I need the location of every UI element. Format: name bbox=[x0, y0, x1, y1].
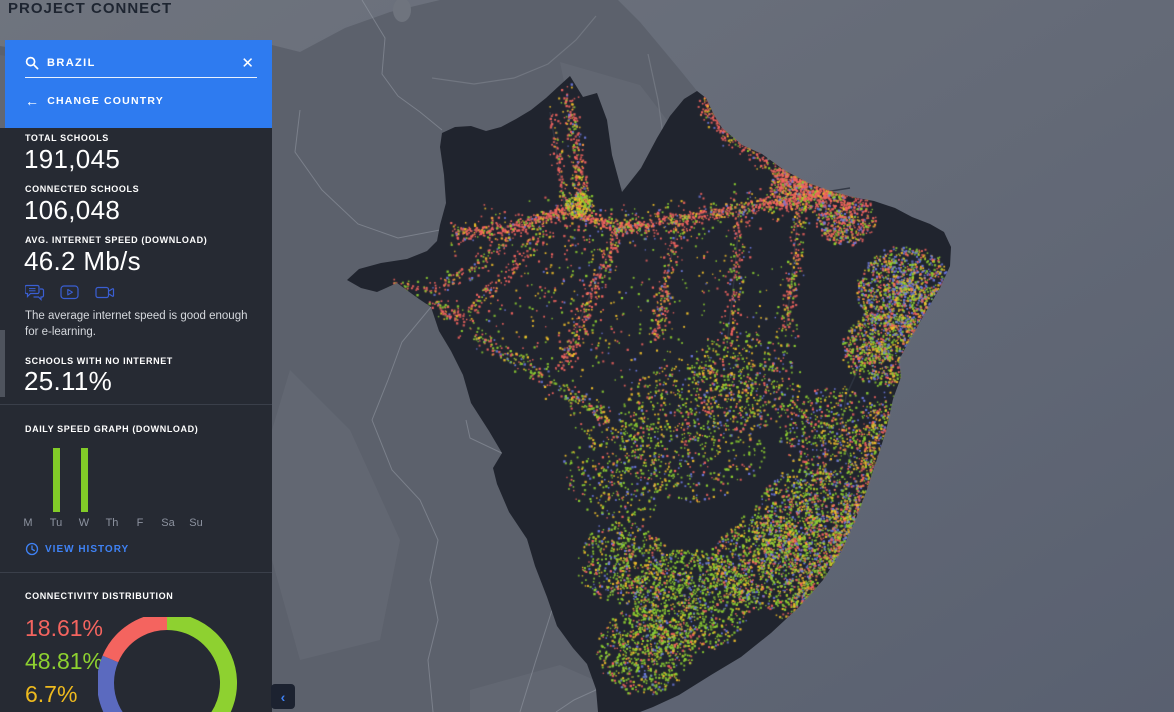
video-camera-icon bbox=[95, 286, 115, 299]
search-icon bbox=[25, 56, 39, 70]
sidebar-scrollbar-thumb[interactable] bbox=[0, 330, 5, 397]
view-history-label: VIEW HISTORY bbox=[45, 543, 130, 555]
connectivity-label: CONNECTIVITY DISTRIBUTION bbox=[25, 591, 174, 601]
search-underline bbox=[25, 77, 257, 78]
day-label-Sa: Sa bbox=[161, 517, 175, 529]
day-label-M: M bbox=[23, 517, 33, 529]
total-schools-label: TOTAL SCHOOLS bbox=[25, 133, 109, 143]
chat-icon bbox=[25, 284, 45, 301]
change-country-label: CHANGE COUNTRY bbox=[47, 95, 164, 107]
no-internet-label: SCHOOLS WITH NO INTERNET bbox=[25, 356, 173, 366]
section-divider bbox=[0, 572, 272, 573]
connectivity-legend-no-internet: 18.61% bbox=[25, 615, 104, 641]
connectivity-legend-moderate: 6.7% bbox=[25, 681, 78, 707]
day-label-W: W bbox=[78, 517, 90, 529]
day-label-Th: Th bbox=[105, 517, 119, 529]
avg-speed-value: 46.2 Mb/s bbox=[24, 246, 141, 276]
page-title: PROJECT CONNECT bbox=[8, 0, 173, 17]
daily-speed-chart: M Tu W Th F Sa Su bbox=[0, 445, 230, 537]
capability-icon-row bbox=[25, 284, 115, 301]
donut-segment bbox=[98, 655, 123, 712]
speed-bar-W bbox=[80, 448, 88, 512]
country-search-panel: BRAZIL ✕ ← CHANGE COUNTRY bbox=[5, 40, 272, 128]
speed-note: The average internet speed is good enoug… bbox=[25, 310, 248, 338]
section-divider bbox=[0, 404, 272, 405]
close-icon[interactable]: ✕ bbox=[241, 54, 254, 72]
day-label-Tu: Tu bbox=[49, 517, 63, 529]
connectivity-legend-good: 48.81% bbox=[25, 648, 104, 674]
avg-speed-label: AVG. INTERNET SPEED (DOWNLOAD) bbox=[25, 235, 208, 245]
connectivity-donut bbox=[98, 617, 238, 712]
chevron-left-icon: ‹ bbox=[280, 688, 286, 705]
donut-segment bbox=[102, 617, 168, 663]
sidebar-collapse-button[interactable]: ‹ bbox=[271, 684, 295, 709]
clock-icon bbox=[25, 542, 39, 556]
speed-bar-Tu bbox=[52, 448, 60, 512]
donut-segment bbox=[166, 617, 238, 712]
connected-schools-value: 106,048 bbox=[24, 195, 121, 225]
view-history-button[interactable]: VIEW HISTORY bbox=[25, 542, 129, 556]
search-query[interactable]: BRAZIL bbox=[47, 57, 96, 69]
total-schools-value: 191,045 bbox=[24, 144, 121, 174]
connected-schools-label: CONNECTED SCHOOLS bbox=[25, 184, 140, 194]
day-label-Su: Su bbox=[189, 517, 203, 529]
day-label-F: F bbox=[136, 517, 144, 529]
stats-sidebar: TOTAL SCHOOLS 191,045 CONNECTED SCHOOLS … bbox=[0, 128, 272, 712]
daily-speed-label: DAILY SPEED GRAPH (DOWNLOAD) bbox=[25, 424, 199, 434]
no-internet-value: 25.11% bbox=[24, 366, 113, 396]
back-arrow-icon: ← bbox=[25, 93, 41, 109]
video-play-icon bbox=[60, 285, 79, 300]
change-country-button[interactable]: ← CHANGE COUNTRY bbox=[25, 93, 164, 109]
search-field[interactable]: BRAZIL ✕ bbox=[25, 52, 258, 74]
